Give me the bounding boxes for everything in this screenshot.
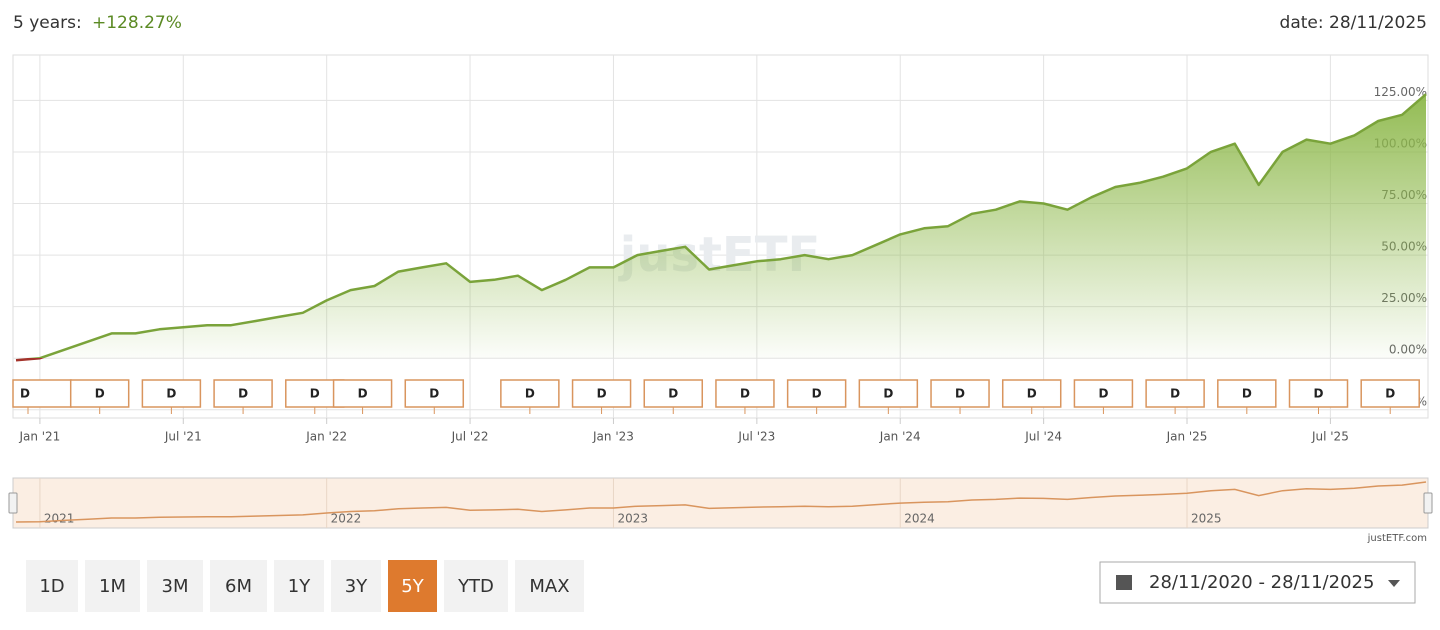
- flag-label: D: [310, 387, 320, 401]
- range-button[interactable]: [331, 560, 381, 612]
- range-button-label[interactable]: 1M: [99, 576, 126, 597]
- date-range[interactable]: 28/11/2020 - 28/11/2025: [1149, 572, 1374, 593]
- range-button-label[interactable]: 1D: [39, 576, 64, 597]
- dividend-flag: [213, 379, 273, 408]
- navigator-label: 2021: [44, 512, 75, 526]
- flag-label: D: [1027, 387, 1037, 401]
- range-button[interactable]: [147, 560, 203, 612]
- x-tick-label: Jan '22: [305, 430, 347, 444]
- navigator-label: 2025: [1191, 512, 1222, 526]
- flag-label: D: [358, 387, 368, 401]
- x-tick-label: Jul '24: [1024, 430, 1062, 444]
- period-label: 5 years:: [13, 13, 82, 33]
- date-picker[interactable]: [1099, 561, 1416, 604]
- dividend-flag: [1073, 379, 1134, 408]
- dividend-flag: [1001, 379, 1062, 408]
- navigator-label: 2022: [331, 512, 362, 526]
- dividend-flag: [643, 379, 704, 408]
- credit: justETF.com: [1367, 533, 1427, 544]
- range-button[interactable]: [26, 560, 78, 612]
- dividend-flag: [930, 379, 990, 408]
- range-button[interactable]: [210, 560, 267, 612]
- dividend-flag: [858, 379, 919, 408]
- plot-frame: [12, 54, 1429, 419]
- x-tick-label: Jul '22: [451, 430, 489, 444]
- flag-label: D: [1170, 387, 1180, 401]
- dividend-flag: [571, 379, 632, 408]
- dividend-flag: [1288, 379, 1349, 408]
- flag-label: D: [740, 387, 750, 401]
- flag-label: D: [238, 387, 248, 401]
- flag-label: D: [1098, 387, 1108, 401]
- flag-label: D: [1242, 387, 1252, 401]
- range-button-label[interactable]: 5Y: [401, 576, 424, 597]
- x-tick-label: Jul '21: [164, 430, 202, 444]
- navigator-label: 2023: [617, 512, 648, 526]
- range-button-label[interactable]: 3M: [162, 576, 189, 597]
- x-tick-label: Jan '23: [592, 430, 634, 444]
- range-button[interactable]: [85, 560, 140, 612]
- dropdown-arrow: [1388, 580, 1400, 587]
- dividend-flag: [715, 379, 775, 408]
- navigator-label: 2024: [904, 512, 935, 526]
- flag-label: D: [668, 387, 678, 401]
- calendar-icon: [1116, 575, 1132, 590]
- flag-label: D: [597, 387, 607, 401]
- dividend-flag: [1360, 379, 1420, 408]
- navigator-handle[interactable]: [8, 492, 18, 514]
- dividend-flag: [69, 379, 130, 408]
- x-tick-label: Jan '24: [879, 430, 921, 444]
- flag-label: D: [1314, 387, 1324, 401]
- flag-label: D: [812, 387, 822, 401]
- range-button[interactable]: [274, 560, 324, 612]
- navigator-handle[interactable]: [1423, 492, 1433, 514]
- range-button[interactable]: [388, 560, 437, 612]
- range-button-label[interactable]: MAX: [529, 576, 569, 597]
- x-tick-label: Jan '25: [1166, 430, 1208, 444]
- dividend-flag: [1217, 379, 1277, 408]
- performance: +128.27%: [92, 13, 182, 33]
- dividend-flag: [500, 379, 560, 408]
- dividend-flag: [332, 379, 393, 408]
- date: date: 28/11/2025: [1280, 13, 1427, 33]
- y-tick-label: 125.00%: [1374, 85, 1427, 99]
- dividend-flag: [141, 379, 202, 408]
- range-button-label[interactable]: 1Y: [288, 576, 311, 597]
- range-button[interactable]: [444, 560, 508, 612]
- flag-label: D: [883, 387, 893, 401]
- x-tick-label: Jul '25: [1311, 430, 1349, 444]
- flag-label: D: [955, 387, 965, 401]
- navigator-line: [15, 481, 1427, 523]
- area: [16, 94, 1426, 361]
- dividend-flag: [786, 379, 847, 408]
- navigator: [12, 477, 1429, 529]
- dividend-flag: [1145, 379, 1205, 408]
- flag-label: D: [525, 387, 535, 401]
- flag-label: D: [429, 387, 439, 401]
- flag-label: D: [1385, 387, 1395, 401]
- dividend-flag: [404, 379, 465, 408]
- flag-label: D: [166, 387, 176, 401]
- x-tick-label: Jul '23: [737, 430, 775, 444]
- range-button[interactable]: [515, 560, 584, 612]
- x-tick-label: Jan '21: [18, 430, 60, 444]
- flag-label: D: [95, 387, 105, 401]
- line: [15, 93, 1427, 362]
- flag-label: D: [20, 387, 30, 401]
- range-button-label[interactable]: 6M: [225, 576, 252, 597]
- range-button-label[interactable]: 3Y: [345, 576, 368, 597]
- range-button-label[interactable]: YTD: [457, 576, 494, 597]
